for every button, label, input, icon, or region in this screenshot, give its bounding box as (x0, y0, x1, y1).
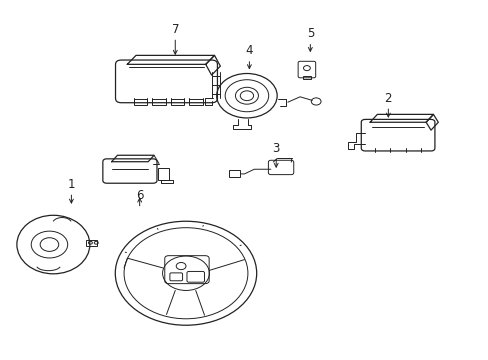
Bar (303, 76, 310, 79)
Bar (158, 168, 169, 180)
Bar (133, 99, 147, 105)
Text: 5: 5 (306, 27, 313, 40)
Text: 3: 3 (272, 142, 279, 155)
Text: 2: 2 (384, 92, 391, 105)
Bar (152, 99, 165, 105)
Text: 7: 7 (171, 23, 179, 36)
Bar (189, 99, 203, 105)
Text: 6: 6 (136, 189, 143, 202)
Text: 1: 1 (67, 178, 75, 191)
Bar (170, 99, 184, 105)
Text: 4: 4 (245, 44, 253, 57)
Bar (229, 170, 240, 177)
Bar (85, 239, 97, 246)
